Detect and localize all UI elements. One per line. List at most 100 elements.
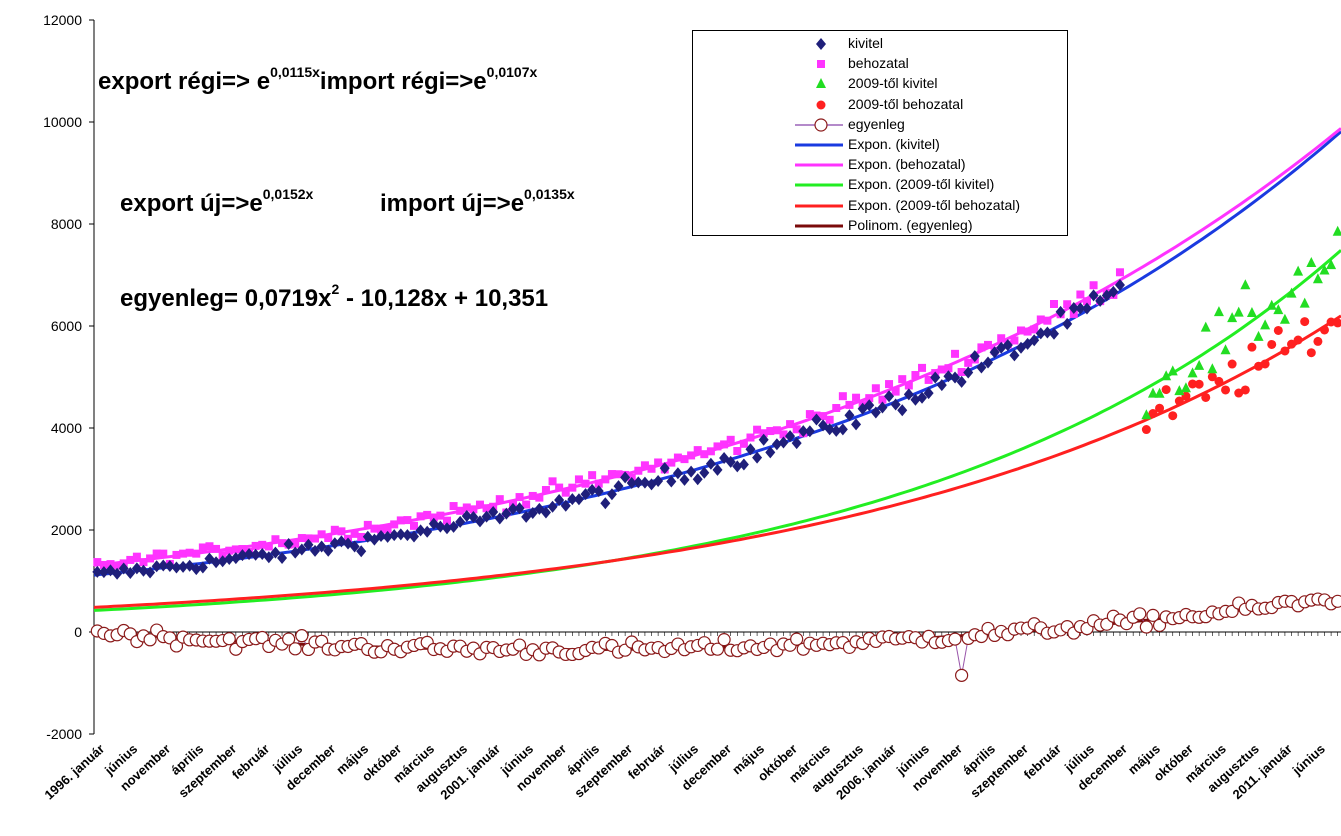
data-point-behozatal [977, 343, 986, 352]
legend-item: Expon. (behozatal) [693, 155, 1067, 174]
y-tick-label: -2000 [46, 726, 82, 742]
data-point-behozatal [409, 521, 418, 530]
x-tick-label: február [625, 741, 668, 782]
data-point-behozatal [766, 427, 775, 436]
data-point-behozatal [93, 558, 102, 567]
y-tick-label: 2000 [51, 522, 82, 538]
data-point-behozatal [436, 511, 445, 520]
data-point-behozatal [337, 527, 346, 536]
data-point-kivitel [283, 538, 294, 551]
data-point-egyenleg [790, 632, 804, 646]
y-tick-label: 4000 [51, 420, 82, 436]
data-point-behozatal [403, 516, 412, 525]
data-point-kivitel [408, 530, 419, 543]
legend-label: Expon. (behozatal) [848, 156, 966, 173]
data-point-behozatal [442, 516, 451, 525]
data-point-2009-kivitel [1141, 409, 1152, 420]
data-point-behozatal [383, 525, 392, 534]
data-point-kivitel [474, 515, 485, 528]
data-point-kivitel [554, 493, 565, 506]
data-point-behozatal [1089, 281, 1098, 290]
data-point-2009-kivitel [1260, 319, 1271, 330]
data-point-behozatal [198, 543, 207, 552]
data-point-kivitel [811, 413, 822, 426]
data-point-kivitel [1081, 302, 1092, 315]
data-point-behozatal [581, 479, 590, 488]
data-point-kivitel [1068, 302, 1079, 315]
data-point-behozatal [838, 392, 847, 401]
data-point-behozatal [753, 425, 762, 434]
data-point-2009-behozatal [1240, 385, 1250, 395]
data-point-2009-kivitel [1187, 367, 1198, 378]
data-point-2009-kivitel [1220, 344, 1231, 355]
data-point-kivitel [211, 556, 222, 569]
data-point-kivitel [785, 430, 796, 443]
data-point-kivitel [705, 457, 716, 470]
data-point-kivitel [930, 371, 941, 384]
data-point-behozatal [713, 442, 722, 451]
data-point-behozatal [568, 483, 577, 492]
legend-item: Polinom. (egyenleg) [693, 216, 1067, 235]
legend: kivitel behozatal 2009-től kivitel 2009-től… [692, 30, 1068, 236]
data-point-kivitel [356, 545, 367, 558]
data-point-behozatal [390, 520, 399, 529]
data-point-kivitel [250, 548, 261, 561]
data-point-behozatal [898, 375, 907, 384]
data-point-kivitel [613, 480, 624, 493]
data-point-behozatal [924, 375, 933, 384]
data-point-behozatal [1043, 316, 1052, 325]
data-point-2009-behozatal [1214, 376, 1224, 386]
legend-label: 2009-től kivitel [848, 75, 938, 92]
data-point-kivitel [422, 525, 433, 538]
data-point-kivitel [494, 512, 505, 525]
data-point-behozatal [918, 363, 927, 372]
data-point-behozatal [449, 502, 458, 511]
data-point-behozatal [377, 525, 386, 534]
legend-symbol [795, 204, 843, 208]
data-point-kivitel [547, 500, 558, 513]
data-point-behozatal [825, 415, 834, 424]
data-point-kivitel [692, 473, 703, 486]
data-point-kivitel [824, 423, 835, 436]
data-point-kivitel [349, 540, 360, 553]
data-point-behozatal [1036, 315, 1045, 324]
data-point-behozatal [548, 477, 557, 486]
data-point-behozatal [984, 340, 993, 349]
y-tick-labels: 12000 10000 8000 6000 4000 2000 0 -2000 [43, 12, 82, 742]
data-point-kivitel [316, 540, 327, 553]
data-point-2009-behozatal [1141, 425, 1151, 435]
annotation-export-new: export új=>e0,0152x [120, 186, 314, 217]
legend-marker [816, 78, 826, 89]
data-point-egyenleg [169, 639, 184, 653]
data-point-kivitel [950, 371, 961, 384]
data-point-kivitel [969, 350, 980, 363]
legend-item: Expon. (kivitel) [693, 135, 1067, 154]
data-point-kivitel [395, 528, 406, 541]
annotation-import-new: import új=>e0,0135x [380, 186, 575, 217]
data-point-2009-behozatal [1201, 392, 1211, 402]
data-point-behozatal [720, 440, 729, 449]
data-point-kivitel [237, 549, 248, 562]
data-point-kivitel [1062, 317, 1073, 330]
data-point-kivitel [1029, 334, 1040, 347]
data-point-behozatal [456, 506, 465, 515]
data-point-kivitel [752, 451, 763, 464]
data-point-kivitel [884, 390, 895, 403]
data-point-behozatal [212, 544, 221, 553]
data-point-behozatal [673, 453, 682, 462]
data-point-behozatal [964, 358, 973, 367]
data-point-2009-kivitel [1194, 359, 1205, 370]
data-point-kivitel [943, 370, 954, 383]
data-point-kivitel [277, 551, 288, 564]
data-point-kivitel [653, 474, 664, 487]
data-point-2009-behozatal [1161, 385, 1171, 395]
data-point-behozatal [205, 542, 214, 551]
data-point-behozatal [733, 447, 742, 456]
data-point-2009-behozatal [1168, 411, 1178, 421]
data-point-2009-kivitel [1180, 382, 1191, 393]
legend-label: behozatal [848, 55, 909, 72]
data-point-2009-kivitel [1246, 307, 1257, 318]
data-point-behozatal [238, 545, 247, 554]
data-point-kivitel [771, 438, 782, 451]
data-point-kivitel [672, 467, 683, 480]
